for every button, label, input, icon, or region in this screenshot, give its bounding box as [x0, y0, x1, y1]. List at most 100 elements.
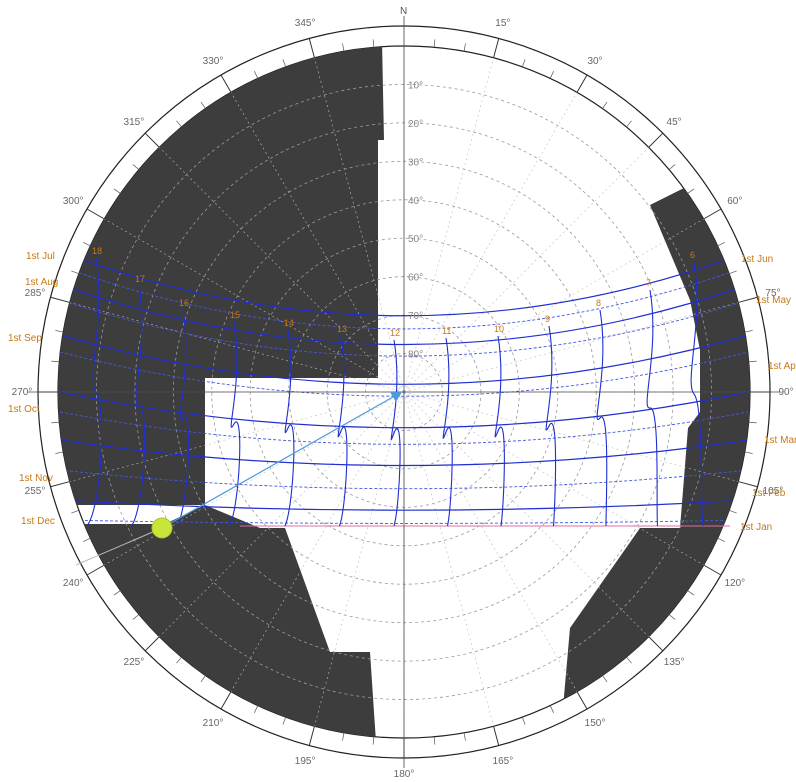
sun-shadow-line	[75, 527, 163, 566]
azimuth-minor-tick	[522, 717, 526, 725]
azimuth-minor-tick	[626, 120, 632, 128]
azimuth-label-270: 270°	[12, 387, 33, 398]
hour-label-18: 18	[92, 246, 102, 256]
azimuth-label-240: 240°	[63, 578, 84, 589]
azimuth-minor-tick	[744, 451, 753, 454]
altitude-label-70: 70°	[408, 311, 423, 322]
azimuth-minor-tick	[132, 614, 140, 620]
azimuth-label-180: 180°	[394, 769, 415, 777]
azimuth-label-225: 225°	[124, 657, 145, 668]
hour-label-10: 10	[494, 324, 504, 334]
azimuth-minor-tick	[748, 360, 757, 363]
azimuth-label-30: 30°	[587, 56, 602, 67]
date-label-left-0: 1st Jul	[26, 251, 55, 262]
azimuth-label-330: 330°	[203, 56, 224, 67]
azimuth-label-165: 165°	[493, 756, 514, 767]
date-arc-9	[59, 469, 749, 490]
azimuth-tick-225	[144, 636, 160, 652]
altitude-label-20: 20°	[408, 119, 423, 130]
azimuth-minor-tick	[602, 101, 608, 109]
azimuth-tick-240	[86, 564, 105, 576]
hour-line-11	[442, 337, 453, 527]
azimuth-minor-tick	[51, 360, 60, 363]
hour-line-17	[131, 285, 146, 527]
azimuth-tick-165	[493, 726, 500, 746]
hour-line-16	[176, 309, 190, 527]
azimuth-tick-105	[738, 481, 758, 488]
hour-label-11: 11	[442, 326, 451, 336]
azimuth-minor-tick	[176, 120, 182, 128]
sun-vector-line	[161, 392, 401, 529]
azimuth-tick-60	[703, 208, 722, 220]
azimuth-label-150: 150°	[585, 718, 606, 729]
hour-label-12: 12	[390, 328, 400, 338]
azimuth-label-345: 345°	[295, 18, 316, 29]
hour-label-6: 6	[690, 250, 695, 260]
azimuth-minor-tick	[687, 188, 695, 194]
hour-line-6	[690, 261, 704, 527]
azimuth-minor-tick	[176, 656, 182, 664]
azimuth-minor-tick	[522, 59, 526, 67]
azimuth-minor-tick	[342, 43, 345, 52]
hour-label-8: 8	[596, 298, 601, 308]
hour-label-15: 15	[230, 310, 240, 320]
altitude-label-60: 60°	[408, 273, 423, 284]
azimuth-label-45: 45°	[667, 117, 682, 128]
azimuth-label-135: 135°	[664, 657, 685, 668]
azimuth-minor-tick	[282, 59, 286, 67]
azimuth-label-210: 210°	[203, 718, 224, 729]
azimuth-label-15: 15°	[495, 18, 510, 29]
azimuth-label-120: 120°	[724, 578, 745, 589]
azimuth-minor-tick	[132, 164, 140, 170]
azimuth-minor-tick	[717, 242, 725, 247]
azimuth-label-255: 255°	[25, 486, 46, 497]
azimuth-minor-tick	[717, 537, 725, 542]
date-label-left-1: 1st Aug	[25, 277, 58, 288]
azimuth-tick-285	[50, 296, 70, 303]
azimuth-minor-tick	[254, 705, 259, 713]
date-label-right-4: 1st Feb	[752, 488, 786, 499]
azimuth-label-285: 285°	[25, 288, 46, 299]
azimuth-minor-tick	[83, 537, 91, 542]
azimuth-minor-tick	[200, 675, 206, 683]
azimuth-minor-tick	[254, 71, 259, 79]
azimuth-minor-tick	[549, 705, 554, 713]
azimuth-tick-345	[308, 38, 315, 58]
azimuth-tick-300	[86, 208, 105, 220]
altitude-label-10: 10°	[408, 80, 423, 91]
hour-label-17: 17	[135, 274, 145, 284]
hour-line-7	[646, 289, 659, 527]
hour-label-7: 7	[646, 278, 651, 288]
hour-label-13: 13	[337, 324, 347, 334]
hour-line-9	[545, 325, 557, 527]
hour-line-13	[337, 335, 348, 527]
azimuth-minor-tick	[729, 270, 737, 274]
date-label-left-3: 1st Oct	[8, 404, 40, 415]
sun-vector-arrowhead	[390, 392, 402, 402]
date-label-left-5: 1st Dec	[21, 516, 55, 527]
azimuth-tick-210	[220, 691, 232, 710]
azimuth-label-300: 300°	[63, 196, 84, 207]
hour-label-9: 9	[545, 314, 550, 324]
date-label-right-3: 1st Mar	[764, 435, 796, 446]
azimuth-tick-315	[144, 132, 160, 148]
date-label-right-1: 1st May	[756, 295, 791, 306]
hour-label-14: 14	[284, 318, 294, 328]
azimuth-minor-tick	[113, 188, 121, 194]
azimuth-tick-195	[308, 726, 315, 746]
azimuth-tick-255	[50, 481, 70, 488]
azimuth-tick-135	[648, 636, 664, 652]
altitude-label-40: 40°	[408, 196, 423, 207]
azimuth-minor-tick	[71, 270, 79, 274]
azimuth-tick-30	[576, 74, 588, 93]
hour-line-14	[284, 329, 295, 527]
azimuth-label-195: 195°	[295, 756, 316, 767]
azimuth-minor-tick	[463, 43, 466, 52]
azimuth-tick-75	[738, 296, 758, 303]
azimuth-minor-tick	[113, 590, 121, 596]
azimuth-tick-15	[493, 38, 500, 58]
azimuth-label-90: 90°	[778, 387, 793, 398]
sun-position-marker	[151, 517, 173, 539]
date-arc-3	[59, 299, 749, 357]
